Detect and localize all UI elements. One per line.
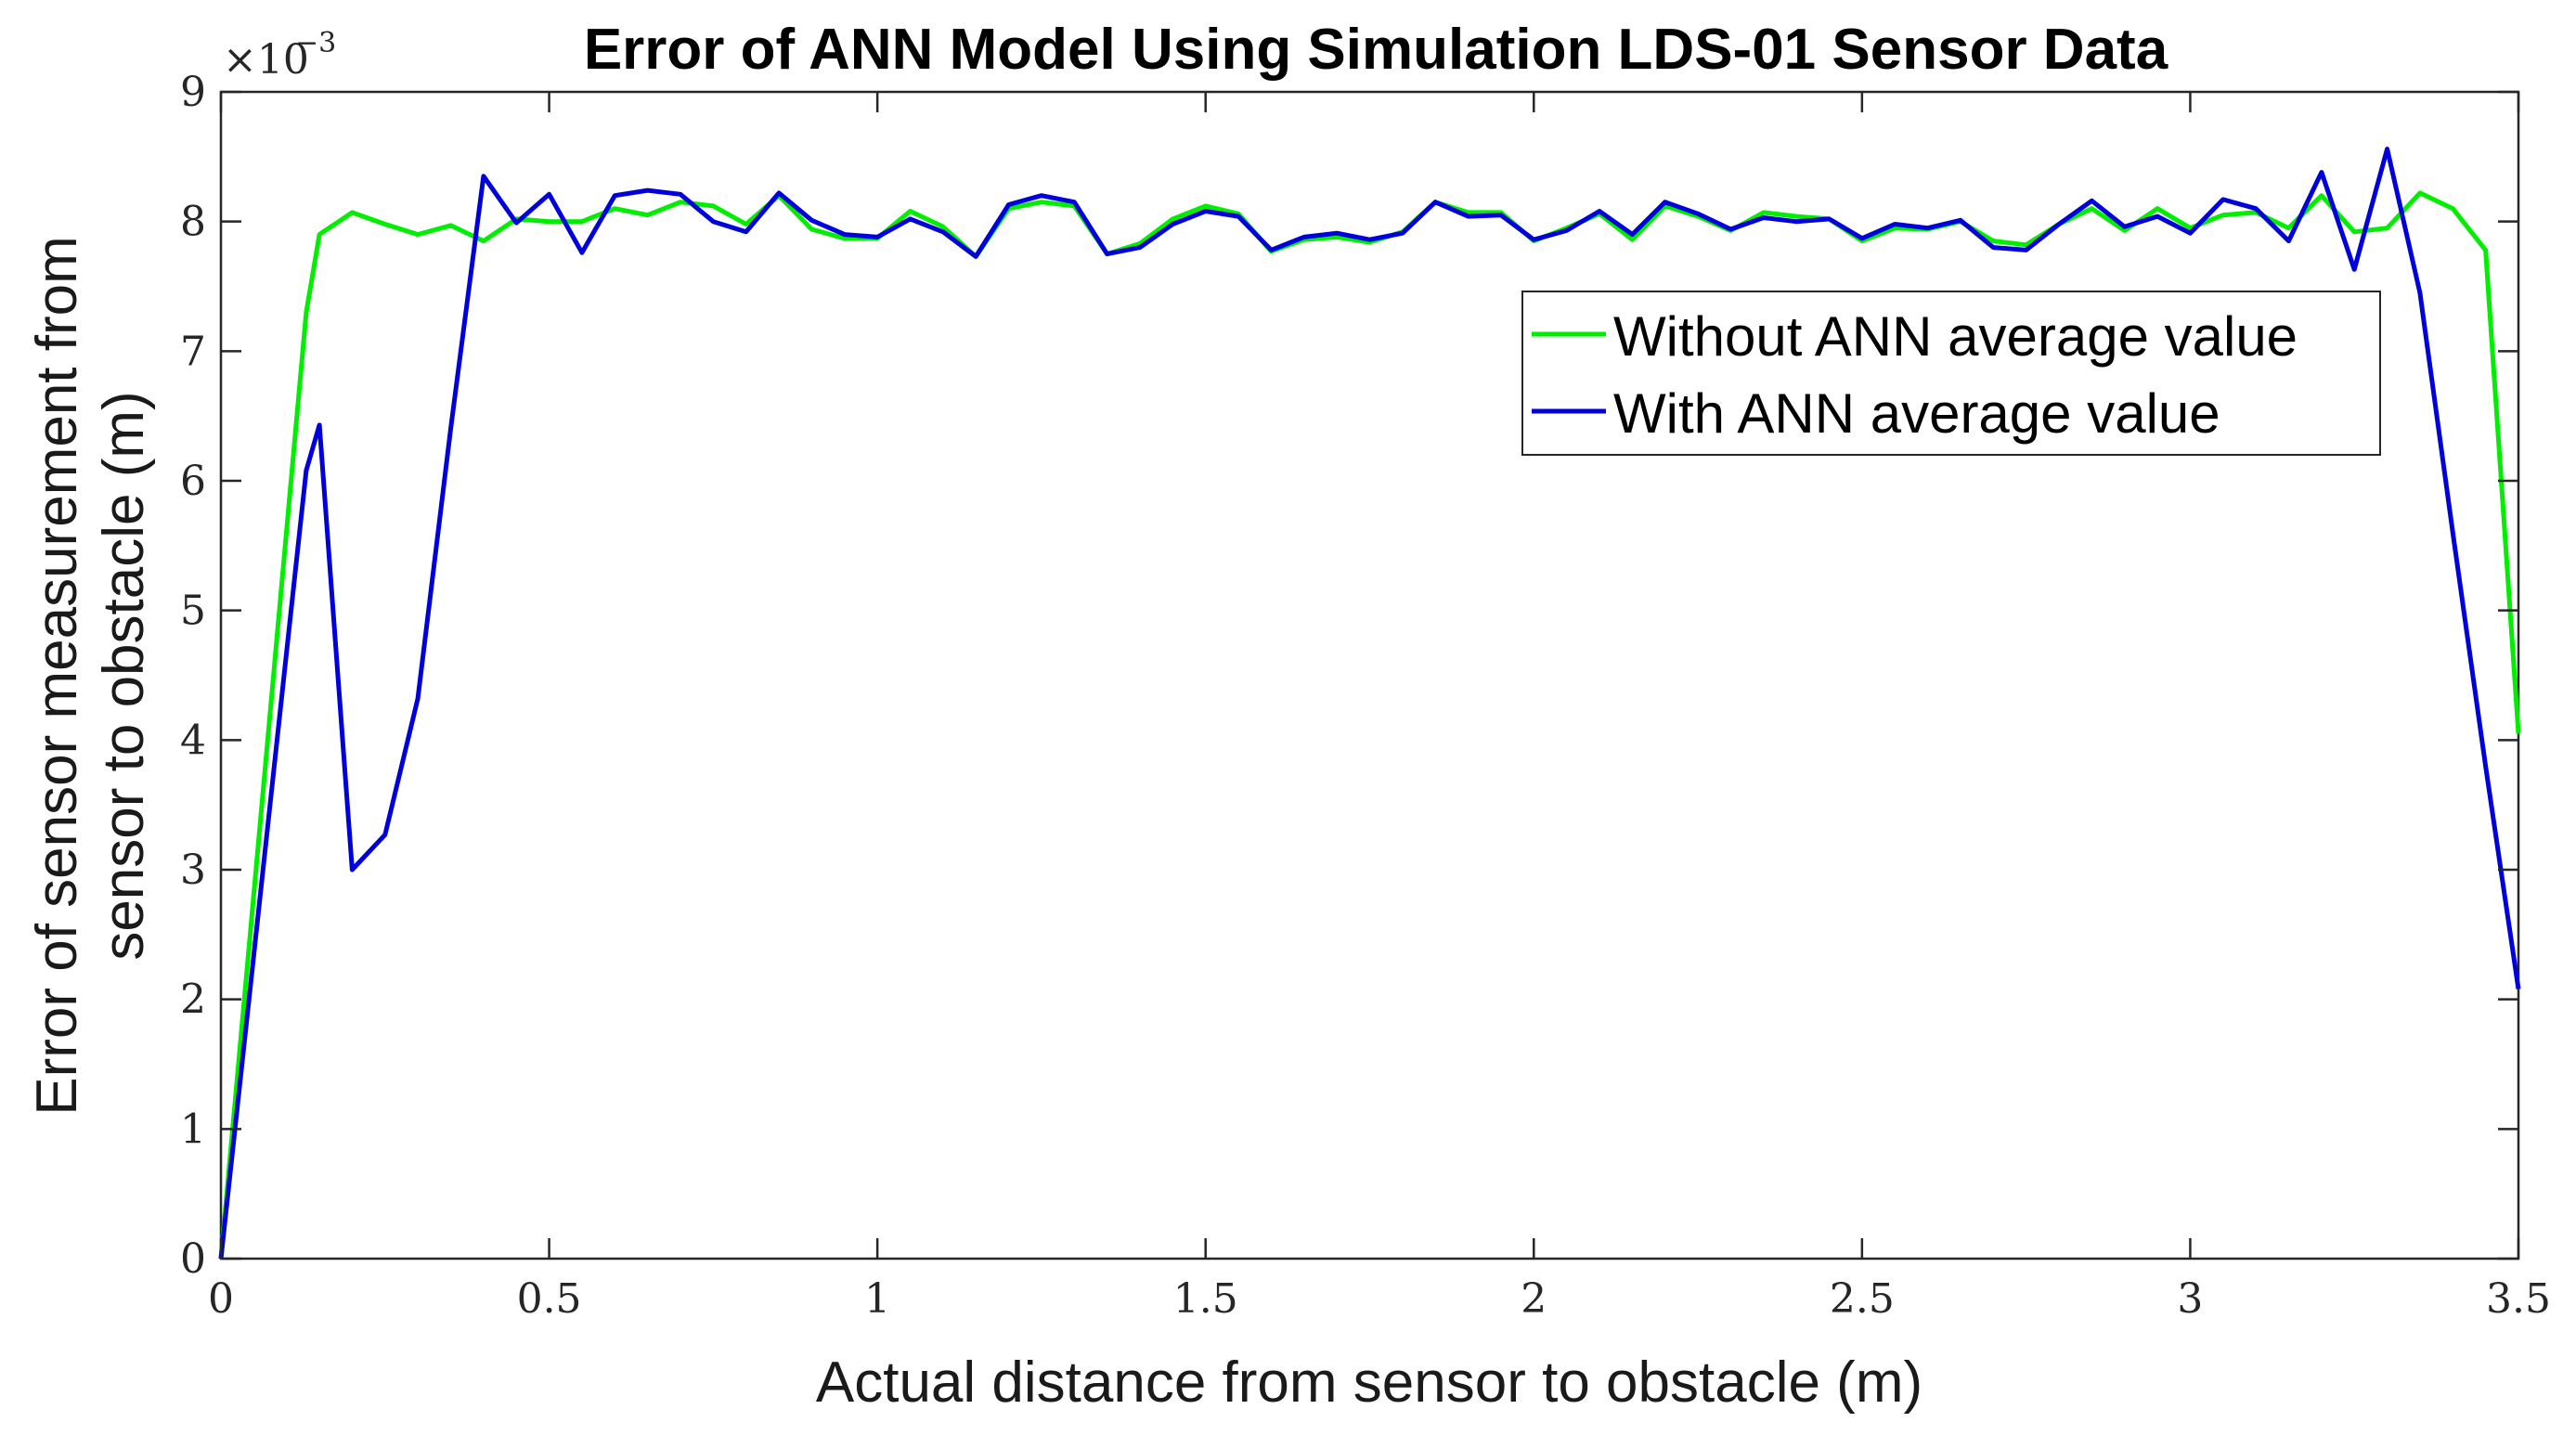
y-axis-label-line-1: Error of sensor measurement from <box>25 236 89 1116</box>
x-tick-label: 1 <box>864 1275 890 1323</box>
legend-label-without-ann: Without ANN average value <box>1613 305 2298 368</box>
x-tick-label: 0 <box>208 1275 234 1323</box>
y-tick-label: 6 <box>180 458 206 505</box>
y-tick-label: 7 <box>180 328 206 375</box>
y-tick-label: 2 <box>180 976 206 1024</box>
legend-box <box>1521 291 2381 456</box>
x-tick-label: 2 <box>1521 1275 1547 1323</box>
y-axis-label-line-2: sensor to obstacle (m) <box>92 391 156 960</box>
y-tick-label: 4 <box>180 717 206 764</box>
y-tick-label: 8 <box>180 199 206 246</box>
y-multiplier-exponent: −3 <box>295 27 336 59</box>
y-tick-label: 0 <box>180 1235 206 1283</box>
series-layer <box>218 147 2521 1260</box>
x-axis-label: Actual distance from sensor to obstacle … <box>816 1351 1922 1415</box>
legend-label-with-ann: With ANN average value <box>1613 382 2220 445</box>
series-line <box>218 147 2521 1260</box>
y-multiplier-label: ×10 −3 <box>223 27 336 84</box>
x-tick-label: 2.5 <box>1830 1275 1895 1323</box>
x-tick-label: 0.5 <box>517 1275 582 1323</box>
x-tick-label: 1.5 <box>1173 1275 1238 1323</box>
plot-frame <box>219 90 2520 1260</box>
y-axis-label: Error of sensor measurement from sensor … <box>25 236 156 1116</box>
y-axis-ticks: 0 1 2 3 4 5 6 7 8 9 <box>180 69 2518 1283</box>
series-with-ann <box>218 147 2521 1260</box>
y-tick-label: 1 <box>180 1105 206 1153</box>
y-tick-label: 3 <box>180 847 206 894</box>
y-tick-label: 9 <box>180 69 206 116</box>
chart-title: Error of ANN Model Using Simulation LDS-… <box>584 18 2168 82</box>
x-axis-ticks: 0 0.5 1 1.5 2 2.5 3 3.5 <box>208 92 2551 1323</box>
legend: Without ANN average value With ANN avera… <box>1521 291 2381 456</box>
x-tick-label: 3.5 <box>2486 1275 2551 1323</box>
plot-area <box>219 90 2520 1260</box>
y-tick-label: 5 <box>180 588 206 635</box>
y-multiplier-base: ×10 <box>223 36 309 84</box>
x-tick-label: 3 <box>2177 1275 2203 1323</box>
